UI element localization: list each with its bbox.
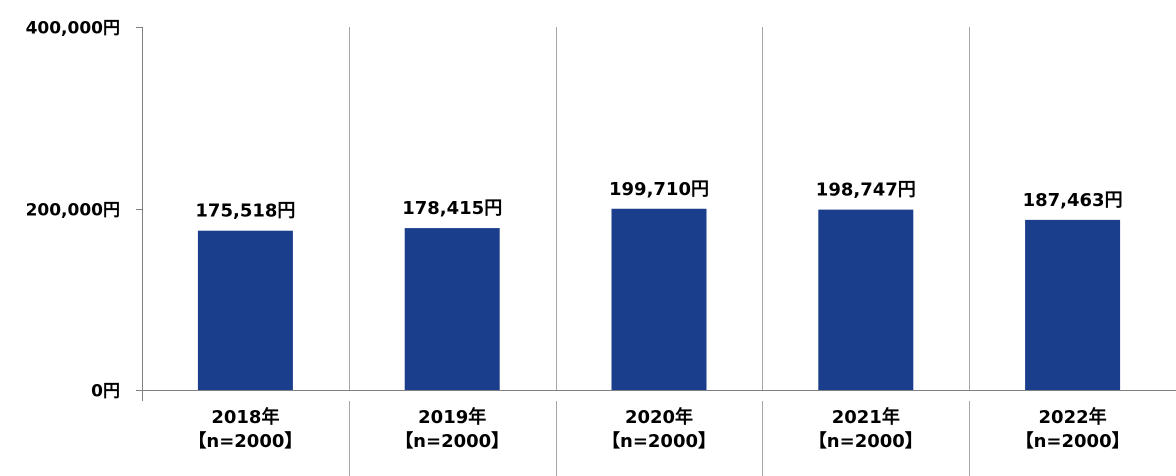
category-sublabel: 【n=2000】 [1016,431,1130,452]
category-labels: 2018年【n=2000】 2019年【n=2000】 2020年【n=2000】 2… [188,406,1129,452]
axes [136,27,1176,391]
category-label: 2021年 [832,406,900,428]
y-tick-labels: 0円 200,000円 400,000円 [26,19,120,402]
category-sublabel: 【n=2000】 [188,431,302,452]
data-labels: 175,518円 178,415円 199,710円 198,747円 187,463円 [195,179,1122,222]
category-label: 2020年 [625,406,693,428]
data-label: 198,747円 [816,180,916,201]
data-label: 175,518円 [195,201,295,222]
bar [197,230,293,390]
data-label: 178,415円 [402,198,502,219]
bars [197,208,1121,390]
bar [818,209,914,390]
category-label: 2019年 [418,406,486,428]
data-label: 199,710円 [609,179,709,200]
y-tick-label: 200,000円 [26,201,120,221]
bar [611,208,707,390]
y-tick-label: 0円 [91,382,120,402]
category-label: 2018年 [211,406,279,428]
y-tick-label: 400,000円 [26,19,120,39]
category-sublabel: 【n=2000】 [395,431,509,452]
bar [404,228,500,390]
bar [1025,219,1121,390]
category-sublabel: 【n=2000】 [602,431,716,452]
category-label: 2022年 [1039,406,1107,428]
data-label: 187,463円 [1023,190,1123,211]
category-separators [142,27,970,476]
category-sublabel: 【n=2000】 [809,431,923,452]
